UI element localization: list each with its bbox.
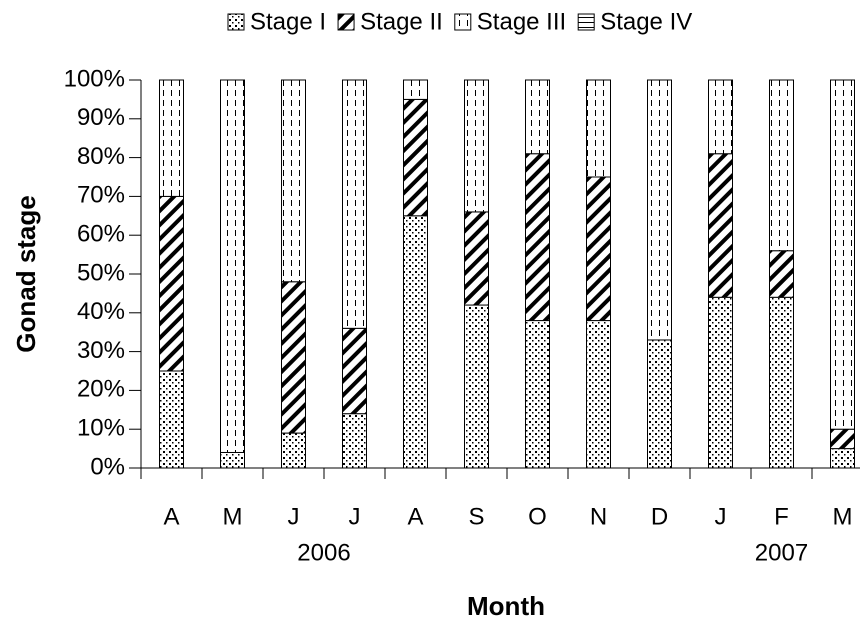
legend-swatch [337,13,355,31]
bar-segment [464,79,489,213]
y-tick-label: 0% [90,453,125,480]
legend-label: Stage I [250,8,326,35]
bar-segment [464,304,489,469]
x-tick-label: M [833,503,853,530]
bar-segment [159,370,184,469]
x-tick-label: J [288,503,300,530]
bar-segment [220,451,245,469]
legend-label: Stage IV [600,8,692,35]
bar-segment [525,153,550,322]
y-tick-label: 40% [77,298,125,325]
bar-segment [342,327,367,415]
x-tick-label: S [468,503,484,530]
bar-segment [647,339,672,469]
bar-segment [281,281,306,434]
bar-segment [586,79,611,178]
bar-segment [830,79,855,430]
bar-segment [708,79,733,155]
bar-segment [586,176,611,322]
bar-segment [403,215,428,469]
bar-segment [342,79,367,329]
x-tick-label: J [349,503,361,530]
bar-segment [769,296,794,469]
bar-segment [525,79,550,155]
bar-segment [342,413,367,469]
bar-segment [525,320,550,469]
bar-segment [769,79,794,252]
bar-segment [647,79,672,341]
bar-segment [159,195,184,372]
legend-swatch [227,13,245,31]
legend-label: Stage II [360,8,443,35]
y-tick-label: 10% [77,415,125,442]
legend-label: Stage III [477,8,566,35]
bar-segment [464,211,489,306]
bar-segment [708,296,733,469]
x-tick-label: M [223,503,243,530]
bar-segment [281,432,306,469]
y-tick-label: 100% [64,65,125,92]
y-axis-title: Gonad stage [11,195,41,352]
y-tick-label: 70% [77,182,125,209]
bar-segment [403,98,428,217]
bar-segment [830,448,855,469]
bar-segment [708,153,733,298]
bar-segment [220,79,245,453]
legend-swatch [577,13,595,31]
x-tick-label: J [715,503,727,530]
y-tick-label: 80% [77,143,125,170]
x-tick-label: N [590,503,607,530]
bar-segment [769,250,794,298]
y-tick-label: 30% [77,337,125,364]
bar-segment [159,79,184,197]
legend-swatch [454,13,472,31]
x-group-label: 2006 [297,539,350,566]
x-tick-label: A [407,503,423,530]
x-tick-label: A [163,503,179,530]
bar-segment [281,79,306,283]
bar-segment [830,428,855,450]
bar-segment [403,79,428,100]
y-tick-label: 90% [77,104,125,131]
x-tick-label: O [528,503,547,530]
bar-segment [586,320,611,469]
x-axis-title: Month [467,591,545,621]
y-tick-label: 20% [77,376,125,403]
y-tick-label: 50% [77,259,125,286]
x-tick-label: F [774,503,789,530]
x-group-label: 2007 [755,539,808,566]
y-tick-label: 60% [77,221,125,248]
x-tick-label: D [651,503,668,530]
